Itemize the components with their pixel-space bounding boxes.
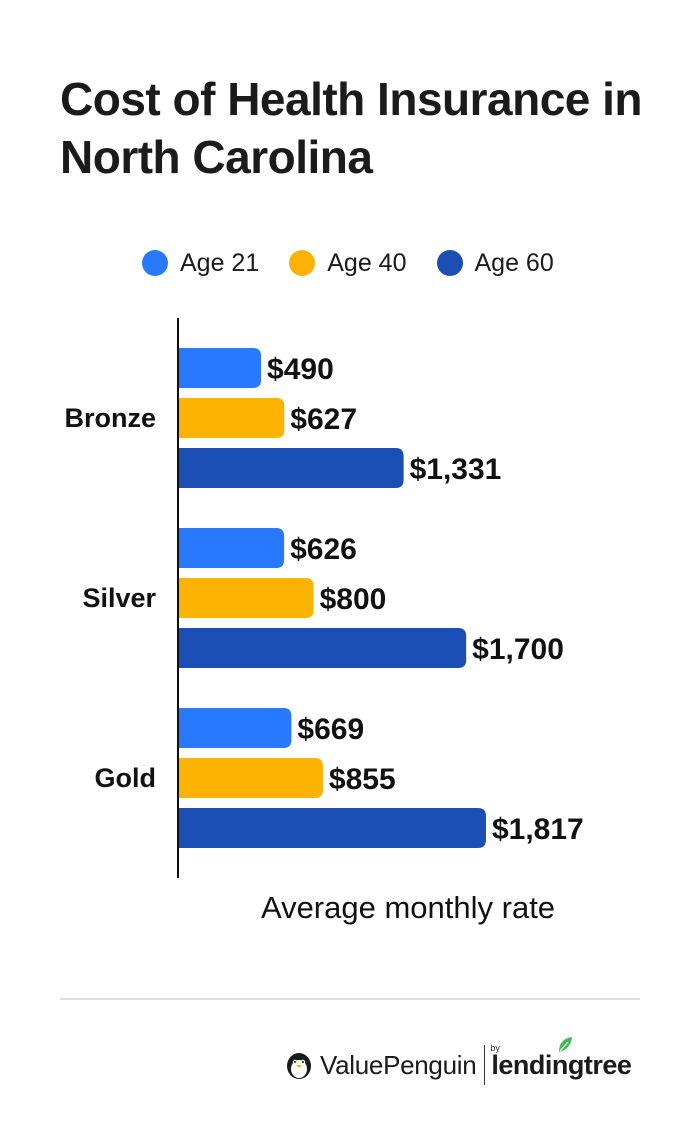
- brand-lendingtree-text: lendingtree: [491, 1049, 632, 1080]
- x-axis-title: Average monthly rate: [260, 890, 556, 925]
- legend-swatch: [142, 250, 168, 276]
- divider: [60, 998, 640, 1000]
- bar-value-label: $669: [297, 713, 364, 746]
- brand-lendingtree: lendingtree: [491, 1036, 632, 1081]
- chart-title: Cost of Health Insurance in North Caroli…: [60, 73, 643, 183]
- legend-item-age-40: Age 40: [289, 248, 407, 278]
- brand-by-label: by: [490, 1043, 500, 1053]
- legend-item-age-21: Age 21: [142, 249, 259, 278]
- bar: [178, 708, 292, 748]
- bar: [178, 398, 285, 438]
- legend-label: Age 21: [180, 248, 260, 277]
- bar-value-label: $855: [329, 763, 396, 796]
- bar: [178, 628, 467, 668]
- bar-value-label: $490: [267, 353, 334, 386]
- bar-value-label: $627: [290, 403, 357, 436]
- legend-swatch: [289, 250, 316, 276]
- category-label: Silver: [82, 583, 156, 613]
- brand-valuepenguin: ValuePenguin: [320, 1049, 477, 1080]
- category-label: Gold: [95, 763, 157, 793]
- brand-separator: by: [484, 1043, 500, 1085]
- bar-value-label: $626: [290, 533, 357, 566]
- bar-value-label: $1,331: [410, 453, 502, 486]
- bar: [178, 348, 262, 388]
- bar-value-label: $1,817: [492, 813, 584, 846]
- bar: [178, 758, 323, 798]
- penguin-icon: [287, 1053, 311, 1079]
- bar: [178, 448, 404, 488]
- legend-item-age-60: Age 60: [436, 248, 554, 278]
- bar: [178, 528, 285, 568]
- bar-value-label: $800: [320, 583, 387, 616]
- brand-logo: ValuePenguin by lendingtree: [284, 1036, 632, 1090]
- bar: [178, 578, 314, 618]
- bar-value-label: $1,700: [472, 633, 564, 666]
- category-label: Bronze: [64, 403, 156, 433]
- legend-label: Age 60: [474, 248, 554, 277]
- legend-label: Age 40: [327, 248, 407, 277]
- legend-swatch: [436, 250, 463, 276]
- leaf-icon: [559, 1036, 573, 1052]
- bar: [178, 808, 486, 848]
- legend: Age 21 Age 40 Age 60: [142, 246, 554, 280]
